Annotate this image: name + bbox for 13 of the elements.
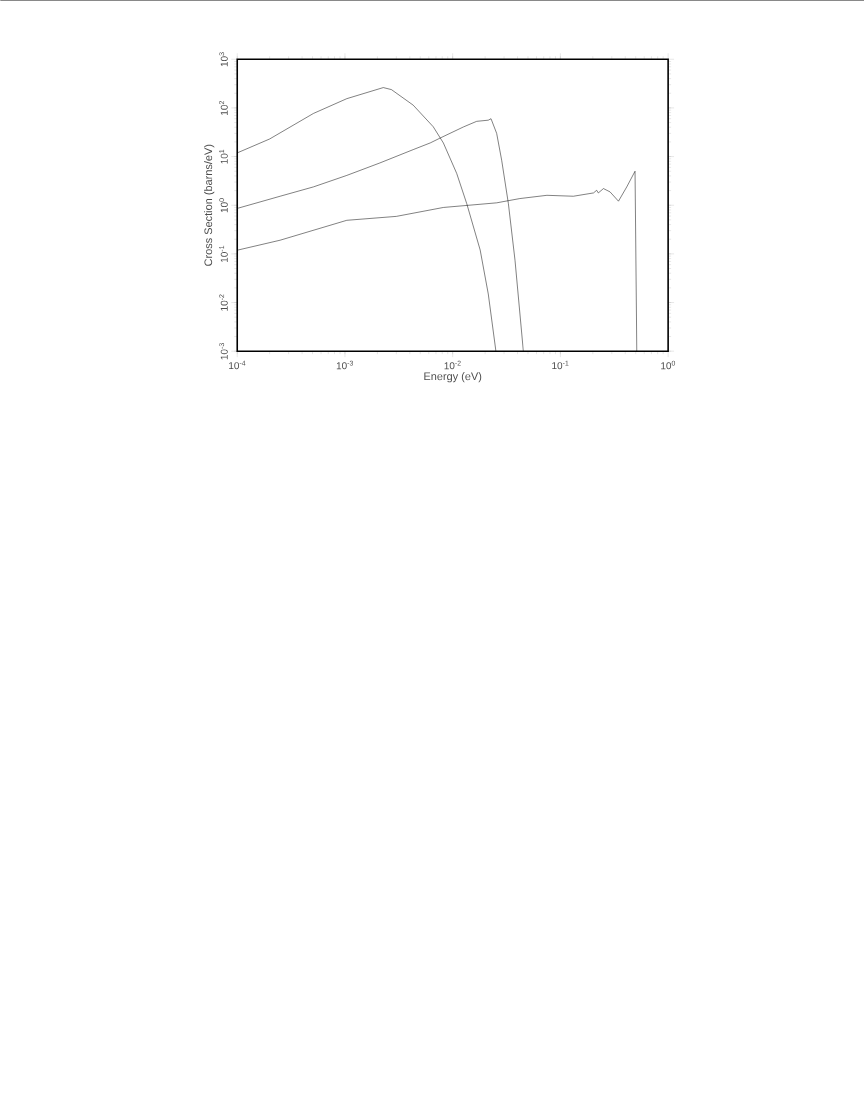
y-tick-label: 10$^{2}$ — [219, 101, 228, 115]
x-axis-title: Energy (eV) — [424, 372, 482, 383]
x-tick-label: 10$^{-1}$ — [552, 360, 569, 370]
y-tick-label: 10$^{0}$ — [219, 198, 228, 213]
y-tick-label: 10$^{-2}$ — [219, 294, 228, 311]
y-axis-title: Cross Section (barns/eV) — [203, 144, 215, 266]
y-tick-label: 10$^{-1}$ — [219, 245, 228, 263]
x-tick-label: 10$^{-2}$ — [444, 360, 461, 370]
y-tick-label: 10$^{1}$ — [219, 149, 228, 164]
y-tick-label: 10$^{3}$ — [219, 52, 228, 67]
x-tick-label: 10$^{-4}$ — [228, 360, 246, 370]
x-tick-label: 10$^{0}$ — [660, 360, 675, 370]
x-tick-label: 10$^{-3}$ — [336, 360, 353, 370]
